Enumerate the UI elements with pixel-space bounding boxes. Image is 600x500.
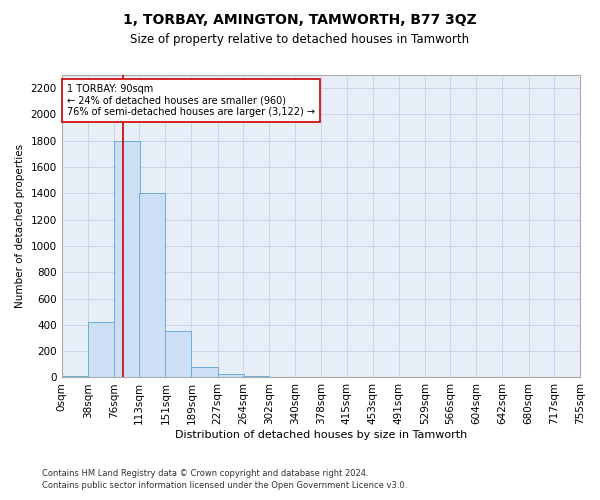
Bar [166, 332, 191, 378]
Bar [114, 141, 140, 378]
Bar [88, 322, 114, 378]
Text: 1 TORBAY: 90sqm
← 24% of detached houses are smaller (960)
76% of semi-detached : 1 TORBAY: 90sqm ← 24% of detached houses… [67, 84, 315, 117]
Text: Size of property relative to detached houses in Tamworth: Size of property relative to detached ho… [130, 32, 470, 46]
Bar [139, 194, 166, 378]
Text: Contains HM Land Registry data © Crown copyright and database right 2024.: Contains HM Land Registry data © Crown c… [42, 468, 368, 477]
Bar [191, 367, 218, 378]
Bar [218, 374, 244, 378]
Text: 1, TORBAY, AMINGTON, TAMWORTH, B77 3QZ: 1, TORBAY, AMINGTON, TAMWORTH, B77 3QZ [123, 12, 477, 26]
Text: Contains public sector information licensed under the Open Government Licence v3: Contains public sector information licen… [42, 481, 407, 490]
Bar [62, 376, 88, 378]
Bar [243, 376, 269, 378]
Y-axis label: Number of detached properties: Number of detached properties [15, 144, 25, 308]
X-axis label: Distribution of detached houses by size in Tamworth: Distribution of detached houses by size … [175, 430, 467, 440]
Bar [269, 377, 295, 378]
